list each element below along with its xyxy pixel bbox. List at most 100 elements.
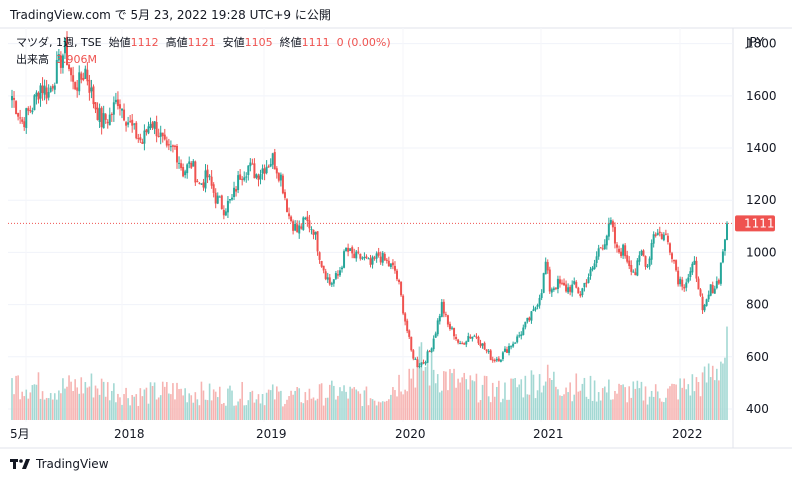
candle-body: [343, 251, 346, 268]
volume-bar: [78, 393, 81, 420]
candle-body: [383, 253, 386, 261]
volume-bar: [485, 376, 488, 420]
volume-bar: [355, 389, 358, 420]
candle-body: [552, 288, 555, 290]
candle-body: [76, 87, 79, 91]
volume-bar: [88, 386, 91, 420]
volume-bar: [379, 402, 382, 420]
time-tick-label: 2022: [672, 427, 703, 441]
volume-bar: [716, 368, 718, 420]
volume-bar: [339, 387, 341, 420]
candle-body: [190, 163, 193, 168]
volume-bar: [436, 374, 439, 420]
candle-body: [173, 145, 176, 148]
candle-body: [506, 349, 508, 353]
candle-body: [100, 107, 103, 128]
volume-bar: [432, 369, 435, 420]
candle-body: [112, 102, 115, 115]
candle-body: [436, 320, 439, 335]
volume-bar: [259, 403, 262, 420]
candle-body: [381, 252, 384, 263]
volume-bar: [157, 397, 160, 420]
candle-body: [90, 87, 93, 92]
volume-bar: [508, 399, 510, 420]
volume-bar: [284, 403, 286, 420]
brand-footer[interactable]: TradingView: [10, 457, 109, 471]
candle-body: [565, 284, 568, 292]
volume-bar: [267, 389, 270, 420]
candle-body: [605, 235, 608, 246]
candle-body: [434, 333, 437, 338]
volume-bar: [390, 394, 392, 420]
volume-bar: [551, 379, 553, 420]
volume-bar: [559, 395, 561, 420]
candle-body: [542, 273, 545, 293]
volume-bar: [375, 405, 378, 420]
volume-bar: [328, 384, 331, 420]
candle-body: [620, 251, 623, 257]
candle-body: [257, 175, 260, 180]
last-price-badge: [735, 215, 775, 232]
volume-bar: [206, 400, 209, 420]
candle-body: [294, 223, 297, 231]
candle-body: [226, 200, 229, 213]
candle-body: [713, 288, 716, 294]
candle-body: [261, 168, 264, 174]
volume-bar: [106, 382, 109, 420]
candle-body: [701, 296, 704, 311]
candle-body: [387, 260, 390, 267]
candle-body: [664, 233, 667, 235]
candle-body: [675, 260, 678, 271]
close-value: 1111: [301, 36, 330, 49]
candle-body: [613, 226, 616, 244]
candle-body: [243, 177, 246, 180]
candle-body: [634, 272, 637, 276]
candle-body: [514, 342, 517, 344]
volume-bar: [412, 368, 415, 420]
volume-bar: [536, 390, 539, 420]
volume-bar: [665, 397, 667, 420]
volume-bar: [286, 399, 288, 420]
volume-bar: [56, 399, 58, 420]
volume-bar: [707, 363, 710, 420]
candle-body: [182, 167, 185, 177]
volume-bar: [45, 397, 48, 420]
candle-body: [583, 282, 586, 288]
candle-body: [442, 301, 445, 314]
candle-body: [23, 121, 26, 128]
volume-bar: [39, 398, 42, 420]
volume-bar: [170, 394, 172, 420]
candle-body: [345, 247, 348, 252]
symbol-label[interactable]: マツダ, 1週, TSE: [16, 36, 102, 49]
candle-body: [318, 252, 321, 260]
volume-label: 出来高: [16, 53, 49, 66]
candle-body: [689, 271, 692, 278]
candle-body: [652, 234, 655, 244]
volume-bar: [96, 388, 99, 420]
candle-body: [281, 175, 284, 194]
price-tick-label: 400: [746, 402, 769, 416]
candle-body: [518, 335, 521, 337]
volume-bar: [345, 391, 347, 420]
volume-bar: [111, 390, 113, 420]
volume-bar: [516, 387, 518, 420]
volume-bar: [271, 384, 274, 420]
volume-bar: [200, 381, 203, 420]
volume-bar: [314, 400, 317, 420]
candle-body: [575, 281, 578, 288]
candle-body: [41, 85, 44, 94]
volume-bar: [512, 378, 514, 420]
volume-bar: [575, 373, 578, 420]
candle-body: [489, 350, 492, 360]
volume-bar: [335, 399, 337, 420]
candle-body: [347, 247, 350, 252]
volume-bar: [276, 386, 278, 420]
tradingview-logo-icon: [10, 459, 30, 469]
volume-bar: [404, 389, 406, 420]
candle-body: [632, 271, 635, 273]
candle-body: [308, 220, 311, 229]
candle-body: [485, 349, 488, 352]
candle-body: [27, 108, 30, 111]
volume-bar: [188, 393, 191, 420]
